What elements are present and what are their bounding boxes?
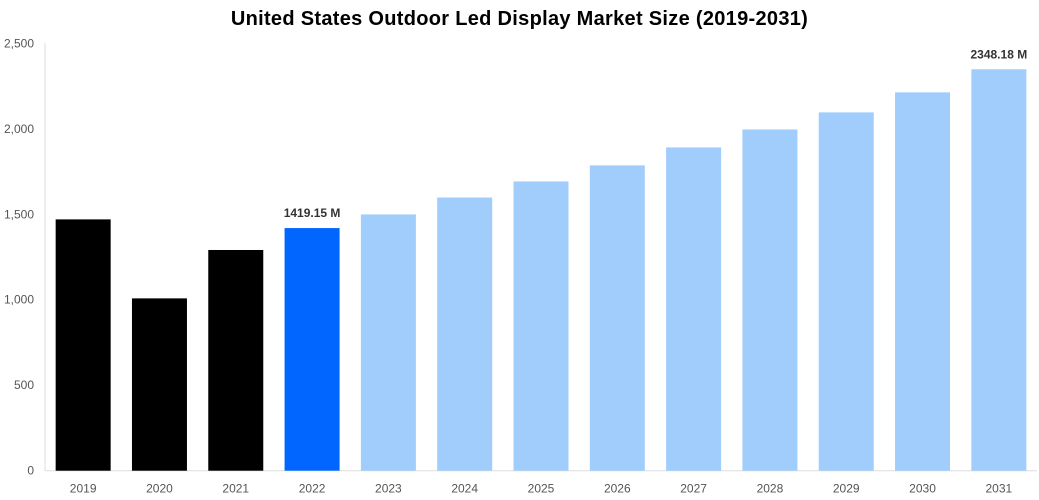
x-tick-label: 2023 [375,482,402,496]
y-tick-label: 1,500 [4,207,34,221]
x-tick-label: 2027 [680,482,707,496]
x-tick-label: 2022 [299,482,326,496]
data-label: 1419.15 M [284,206,341,220]
bar-2028 [742,129,798,471]
bar-2020 [131,298,187,471]
y-tick-label: 0 [27,464,34,478]
chart-title: United States Outdoor Led Display Market… [230,8,809,30]
data-label: 2348.18 M [970,47,1027,61]
bar-2027 [666,147,722,471]
x-tick-label: 2031 [985,482,1012,496]
x-tick-label: 2030 [909,482,936,496]
bar-2022 [284,228,340,471]
x-tick-label: 2019 [70,482,97,496]
x-tick-label: 2026 [604,482,631,496]
y-tick-label: 500 [14,378,34,392]
y-tick-label: 2,500 [4,36,34,50]
bar-2026 [589,165,645,471]
y-tick-label: 1,000 [4,293,34,307]
bar-2031 [971,69,1027,471]
bar-2029 [818,112,874,471]
bar-2023 [360,214,416,471]
y-tick-label: 2,000 [4,122,34,136]
x-tick-label: 2024 [451,482,478,496]
x-tick-label: 2021 [222,482,249,496]
bar-2025 [513,181,569,471]
x-tick-label: 2028 [757,482,784,496]
x-tick-label: 2020 [146,482,173,496]
bar-2024 [437,197,493,471]
x-tick-label: 2025 [528,482,555,496]
x-tick-label: 2029 [833,482,860,496]
bar-2030 [895,92,951,471]
bar-2021 [208,249,264,471]
bar-2019 [55,219,111,471]
